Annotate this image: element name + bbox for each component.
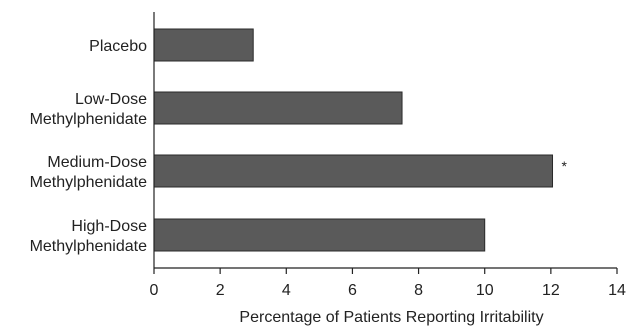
x-tick-label-6: 12 <box>542 282 560 299</box>
x-axis-ticks: 0 2 4 6 8 10 12 14 <box>150 268 626 299</box>
annotations: * <box>562 158 568 174</box>
x-tick-label-4: 8 <box>414 282 423 299</box>
x-tick-label-5: 10 <box>476 282 494 299</box>
x-tick-label-3: 6 <box>348 282 357 299</box>
category-label-3: High-Dose Methylphenidate <box>30 218 148 255</box>
bar-0 <box>153 28 254 62</box>
x-tick-label-1: 2 <box>216 282 225 299</box>
bars-layer <box>153 28 554 252</box>
bar-3 <box>153 218 486 252</box>
category-labels: Placebo Low-Dose Methylphenidate Medium-Dos… <box>30 38 148 255</box>
significance-annotation-2: * <box>562 158 568 174</box>
category-label-1: Low-Dose Methylphenidate <box>30 91 148 128</box>
x-tick-label-2: 4 <box>282 282 291 299</box>
x-axis-label: Percentage of Patients Reporting Irritab… <box>239 309 543 326</box>
category-label-2: Medium-Dose Methylphenidate <box>30 154 148 191</box>
bar-2 <box>153 154 554 188</box>
x-tick-label-7: 14 <box>608 282 626 299</box>
x-tick-label-0: 0 <box>150 282 159 299</box>
category-label-0: Placebo <box>89 38 147 55</box>
bar-1 <box>153 91 403 125</box>
